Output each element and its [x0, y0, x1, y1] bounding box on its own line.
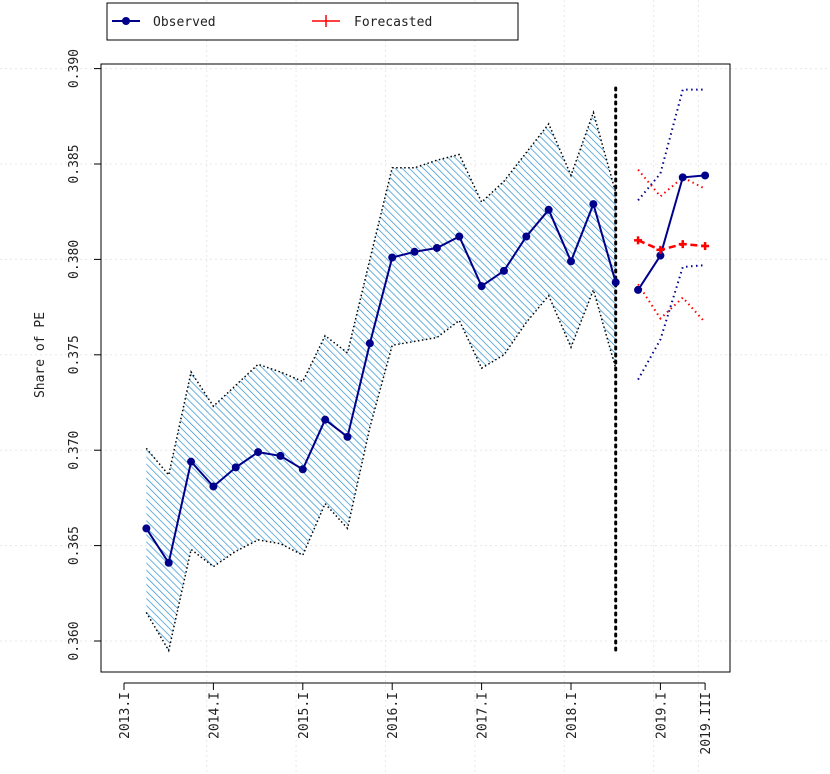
x-tick-label: 2014.I — [207, 692, 222, 739]
y-tick-label: 0.370 — [67, 431, 82, 470]
legend-observed-label: Observed — [153, 15, 216, 30]
legend: Observed Forecasted — [106, 2, 519, 41]
forecast-lower-bound — [637, 283, 706, 324]
observed-point — [343, 432, 352, 441]
observed-point — [611, 278, 620, 287]
observed-outsample-point — [678, 173, 687, 182]
axes: 0.360 0.365 0.370 0.375 0.380 0.385 0.390 2013.… — [67, 49, 731, 755]
observed-point — [276, 451, 285, 460]
observed-point — [455, 232, 464, 241]
observed-point — [567, 257, 575, 266]
y-tick-label: 0.360 — [67, 621, 82, 660]
y-tick-label: 0.390 — [67, 49, 82, 88]
x-tick-label: 2017.I — [476, 692, 491, 739]
observed-point — [187, 457, 196, 466]
y-tick-label: 0.385 — [67, 144, 82, 183]
forecast-line — [637, 239, 706, 252]
x-tick-label: 2016.I — [386, 692, 401, 739]
x-tick-label: 2013.I — [118, 692, 133, 739]
band-lower-line — [145, 287, 617, 653]
observed-point — [544, 205, 553, 214]
confidence-band-fill — [146, 112, 616, 651]
forecast-point — [701, 242, 710, 251]
observed-point — [209, 482, 218, 491]
plot-frame — [100, 63, 731, 673]
forecast-point — [634, 236, 643, 245]
y-tick-label: 0.380 — [67, 240, 82, 279]
legend-forecast-label: Forecasted — [354, 15, 432, 30]
observed-point — [432, 243, 441, 252]
forecast-point — [656, 245, 665, 254]
observed-point — [477, 282, 486, 291]
observed-outsample-point — [701, 171, 710, 180]
forecast-point — [678, 240, 687, 249]
x-tick-label: 2019.III — [699, 692, 714, 755]
observed-point — [298, 465, 307, 474]
legend-observed-marker — [122, 17, 130, 25]
observed-line — [145, 200, 617, 566]
x-tick-label: 2019.I — [654, 692, 669, 739]
band-upper-line — [145, 110, 617, 477]
observed-point — [365, 339, 374, 348]
observed-point — [410, 247, 419, 256]
y-tick-label: 0.365 — [67, 526, 82, 565]
observed-outsample-line — [637, 174, 706, 291]
observed-point — [254, 448, 263, 457]
observed-lower-bound — [637, 264, 706, 381]
observed-outsample-point — [634, 285, 643, 294]
x-tick-label: 2015.I — [297, 692, 312, 739]
observed-point — [522, 232, 531, 241]
observed-point — [231, 463, 240, 472]
observed-point — [321, 415, 330, 424]
series — [142, 86, 710, 657]
forecast-upper-bound — [637, 169, 706, 198]
x-tick-label: 2018.I — [565, 692, 580, 739]
observed-point — [164, 558, 173, 567]
observed-point — [589, 200, 598, 209]
observed-point — [499, 266, 508, 275]
y-tick-label: 0.375 — [67, 335, 82, 374]
y-axis-label: Share of PE — [33, 312, 48, 398]
observed-upper-bound — [637, 88, 706, 201]
confidence-band — [145, 110, 617, 653]
observed-point — [388, 253, 397, 262]
observed-outsample-point — [656, 251, 665, 260]
observed-point — [142, 524, 151, 533]
